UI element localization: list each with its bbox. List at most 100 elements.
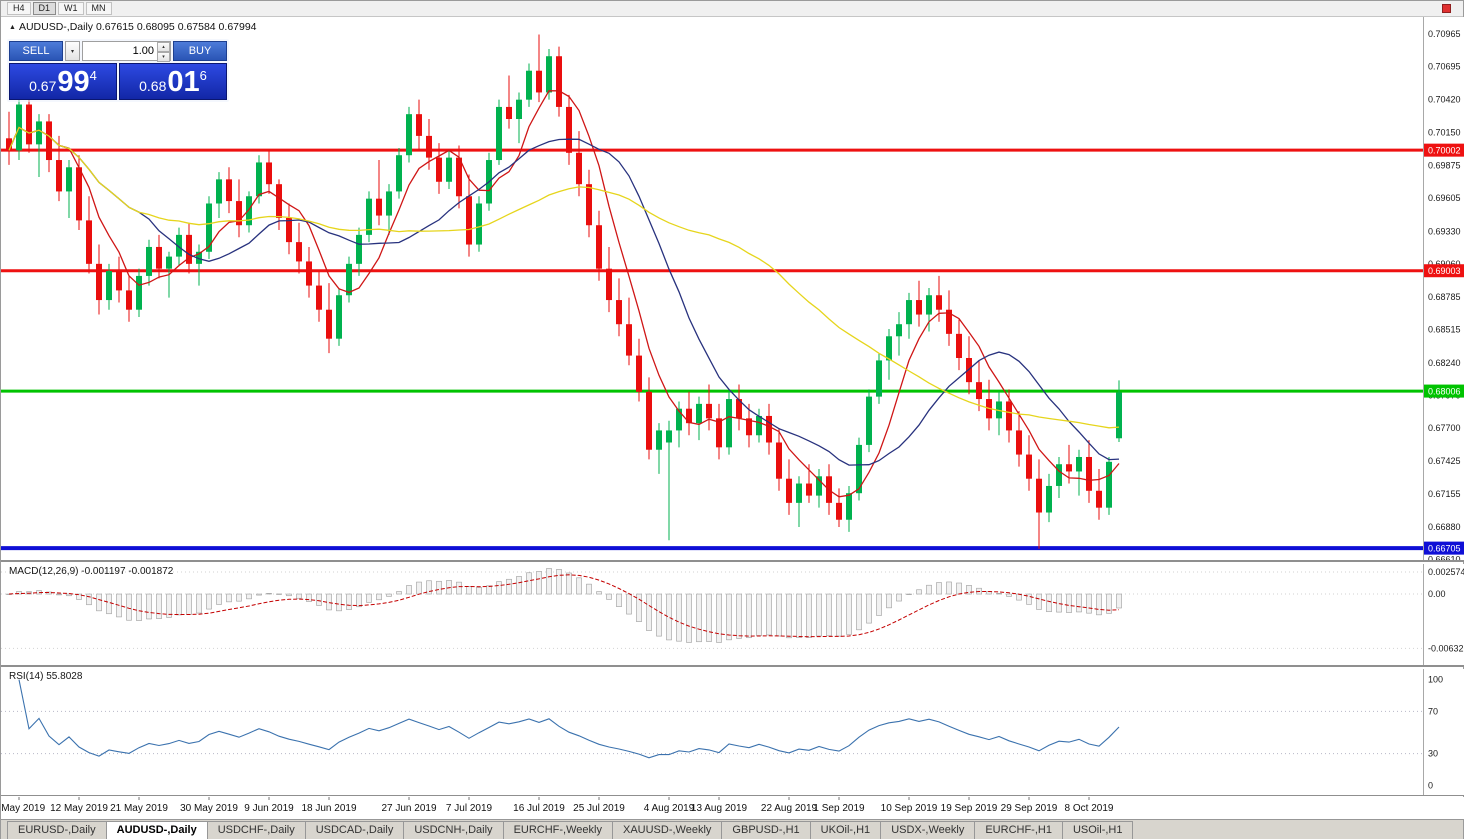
sell-price-button[interactable]: 0.67 99 4 xyxy=(9,63,117,100)
volume-spinner: ▴ ▾ xyxy=(157,42,170,62)
macd-label: MACD(12,26,9) -0.001197 -0.001872 xyxy=(9,566,174,577)
rsi-line xyxy=(18,679,1120,759)
svg-text:7 Jul 2019: 7 Jul 2019 xyxy=(446,803,493,814)
ma-line xyxy=(8,90,1120,498)
svg-text:0.69060: 0.69060 xyxy=(1428,259,1461,269)
sell-price-prefix: 0.67 xyxy=(29,77,57,94)
volume-increase-button[interactable]: ▴ xyxy=(157,42,170,52)
timeframe-button-group: H4 D1 W1 MN xyxy=(7,2,112,15)
ma-line xyxy=(8,126,1120,466)
triangle-up-icon: ▲ xyxy=(9,23,16,31)
buy-price-prefix: 0.68 xyxy=(139,77,167,94)
chart-tab-ukoil-h1[interactable]: UKOil-,H1 xyxy=(809,821,882,839)
volume-field: ▴ ▾ xyxy=(82,41,171,62)
chart-title: ▲ AUDUSD-,Daily 0.67615 0.68095 0.67584 … xyxy=(9,21,257,33)
timeframe-button-d1[interactable]: D1 xyxy=(32,2,57,15)
chart-tab-xauusd-weekly[interactable]: XAUUSD-,Weekly xyxy=(611,821,723,839)
buy-price-button[interactable]: 0.68 01 6 xyxy=(119,63,227,100)
svg-text:0.68785: 0.68785 xyxy=(1428,292,1461,302)
svg-text:1 Sep 2019: 1 Sep 2019 xyxy=(813,803,865,814)
candles-layer xyxy=(6,34,1122,549)
moving-average-lines xyxy=(8,90,1120,498)
chevron-down-icon: ▾ xyxy=(70,48,74,55)
price-tag xyxy=(1424,384,1464,398)
svg-text:29 Sep 2019: 29 Sep 2019 xyxy=(1001,803,1058,814)
timeframe-button-mn[interactable]: MN xyxy=(85,2,112,15)
svg-text:0.68006: 0.68006 xyxy=(1428,387,1461,397)
chart-tab-eurchf-h1[interactable]: EURCHF-,H1 xyxy=(974,821,1063,839)
svg-text:0.67700: 0.67700 xyxy=(1428,423,1461,433)
chart-tab-usdcad-daily[interactable]: USDCAD-,Daily xyxy=(304,821,405,839)
chart-tab-audusd-daily[interactable]: AUDUSD-,Daily xyxy=(105,821,208,839)
svg-text:100: 100 xyxy=(1428,675,1443,685)
svg-text:12 May 2019: 12 May 2019 xyxy=(50,803,108,814)
sell-price-pips: 99 xyxy=(57,65,90,98)
timeframe-button-h4[interactable]: H4 xyxy=(7,2,31,15)
svg-text:25 Jul 2019: 25 Jul 2019 xyxy=(573,803,625,814)
price-tags: 0.70002 0.69003 0.68006 0.66705 xyxy=(1424,143,1464,555)
svg-text:0.69605: 0.69605 xyxy=(1428,193,1461,203)
svg-text:13 Aug 2019: 13 Aug 2019 xyxy=(691,803,748,814)
svg-text:4 Aug 2019: 4 Aug 2019 xyxy=(644,803,695,814)
svg-text:30: 30 xyxy=(1428,749,1438,759)
macd-canvas[interactable]: 0.002574 0.00 -0.006326 xyxy=(1,564,1464,667)
svg-text:18 Jun 2019: 18 Jun 2019 xyxy=(301,803,356,814)
volume-dropdown-button[interactable]: ▾ xyxy=(65,41,80,61)
chart-tab-usdcnh-daily[interactable]: USDCNH-,Daily xyxy=(403,821,504,839)
sell-price-point: 4 xyxy=(89,68,97,83)
chart-tab-usoil-h1[interactable]: USOil-,H1 xyxy=(1061,821,1134,839)
svg-text:-0.006326: -0.006326 xyxy=(1428,643,1464,653)
svg-text:0.66610: 0.66610 xyxy=(1428,555,1461,562)
svg-text:0.00: 0.00 xyxy=(1428,589,1446,599)
ma-line xyxy=(8,126,1120,429)
buy-price-point: 6 xyxy=(199,68,207,83)
svg-text:0.70965: 0.70965 xyxy=(1428,29,1461,39)
svg-text:19 Sep 2019: 19 Sep 2019 xyxy=(941,803,998,814)
svg-text:0: 0 xyxy=(1428,780,1433,790)
price-tag xyxy=(1424,264,1464,278)
svg-text:27 Jun 2019: 27 Jun 2019 xyxy=(381,803,436,814)
one-click-trading-panel: SELL ▾ ▴ ▾ BUY 0.67 99 4 xyxy=(7,39,229,102)
level-lines[interactable] xyxy=(1,148,1423,551)
chart-tab-usdx-weekly[interactable]: USDX-,Weekly xyxy=(880,821,976,839)
svg-text:0.66705: 0.66705 xyxy=(1428,544,1461,554)
svg-text:0.69330: 0.69330 xyxy=(1428,226,1461,236)
svg-text:0.68240: 0.68240 xyxy=(1428,358,1461,368)
svg-text:0.70420: 0.70420 xyxy=(1428,95,1461,105)
chart-tab-eurchf-weekly[interactable]: EURCHF-,Weekly xyxy=(502,821,613,839)
volume-decrease-button[interactable]: ▾ xyxy=(157,52,170,62)
svg-text:0.70695: 0.70695 xyxy=(1428,61,1461,71)
svg-text:0.66880: 0.66880 xyxy=(1428,522,1461,532)
main-chart-canvas[interactable]: 0.70965 0.70695 0.70420 0.70150 0.69875 0.696… xyxy=(1,17,1464,562)
svg-text:0.70002: 0.70002 xyxy=(1428,146,1461,156)
svg-text:0.68515: 0.68515 xyxy=(1428,325,1461,335)
svg-text:0.70150: 0.70150 xyxy=(1428,127,1461,137)
rsi-canvas[interactable]: 100 70 30 0 xyxy=(1,669,1464,796)
chart-tab-gbpusd-h1[interactable]: GBPUSD-,H1 xyxy=(721,821,811,839)
chart-tab-bar: EURUSD-,Daily AUDUSD-,Daily USDCHF-,Daily U… xyxy=(1,819,1463,839)
svg-text:16 Jul 2019: 16 Jul 2019 xyxy=(513,803,565,814)
volume-input[interactable] xyxy=(82,41,171,61)
svg-text:0.67425: 0.67425 xyxy=(1428,456,1461,466)
svg-text:9 Jun 2019: 9 Jun 2019 xyxy=(244,803,294,814)
svg-text:10 Sep 2019: 10 Sep 2019 xyxy=(881,803,938,814)
rsi-label: RSI(14) 55.8028 xyxy=(9,671,83,682)
price-axis[interactable]: 0.70965 0.70695 0.70420 0.70150 0.69875 0.696… xyxy=(1428,29,1461,562)
main-chart-panel: ▲ AUDUSD-,Daily 0.67615 0.68095 0.67584 … xyxy=(1,17,1464,562)
sell-button[interactable]: SELL xyxy=(9,41,63,61)
svg-text:8 Oct 2019: 8 Oct 2019 xyxy=(1065,803,1114,814)
svg-text:0.69875: 0.69875 xyxy=(1428,160,1461,170)
timeframe-button-w1[interactable]: W1 xyxy=(58,2,84,15)
timeframe-toolbar: H4 D1 W1 MN xyxy=(1,1,1463,17)
rsi-indicator-panel: RSI(14) 55.8028 100 70 30 0 xyxy=(1,669,1464,796)
chart-tab-eurusd-daily[interactable]: EURUSD-,Daily xyxy=(7,821,107,839)
chart-title-text: AUDUSD-,Daily 0.67615 0.68095 0.67584 0.… xyxy=(18,21,257,33)
buy-button[interactable]: BUY xyxy=(173,41,227,61)
chart-tab-usdchf-daily[interactable]: USDCHF-,Daily xyxy=(206,821,306,839)
chart-alert-icon[interactable] xyxy=(1442,4,1451,13)
svg-text:70: 70 xyxy=(1428,706,1438,716)
macd-signal-line xyxy=(8,574,1120,638)
